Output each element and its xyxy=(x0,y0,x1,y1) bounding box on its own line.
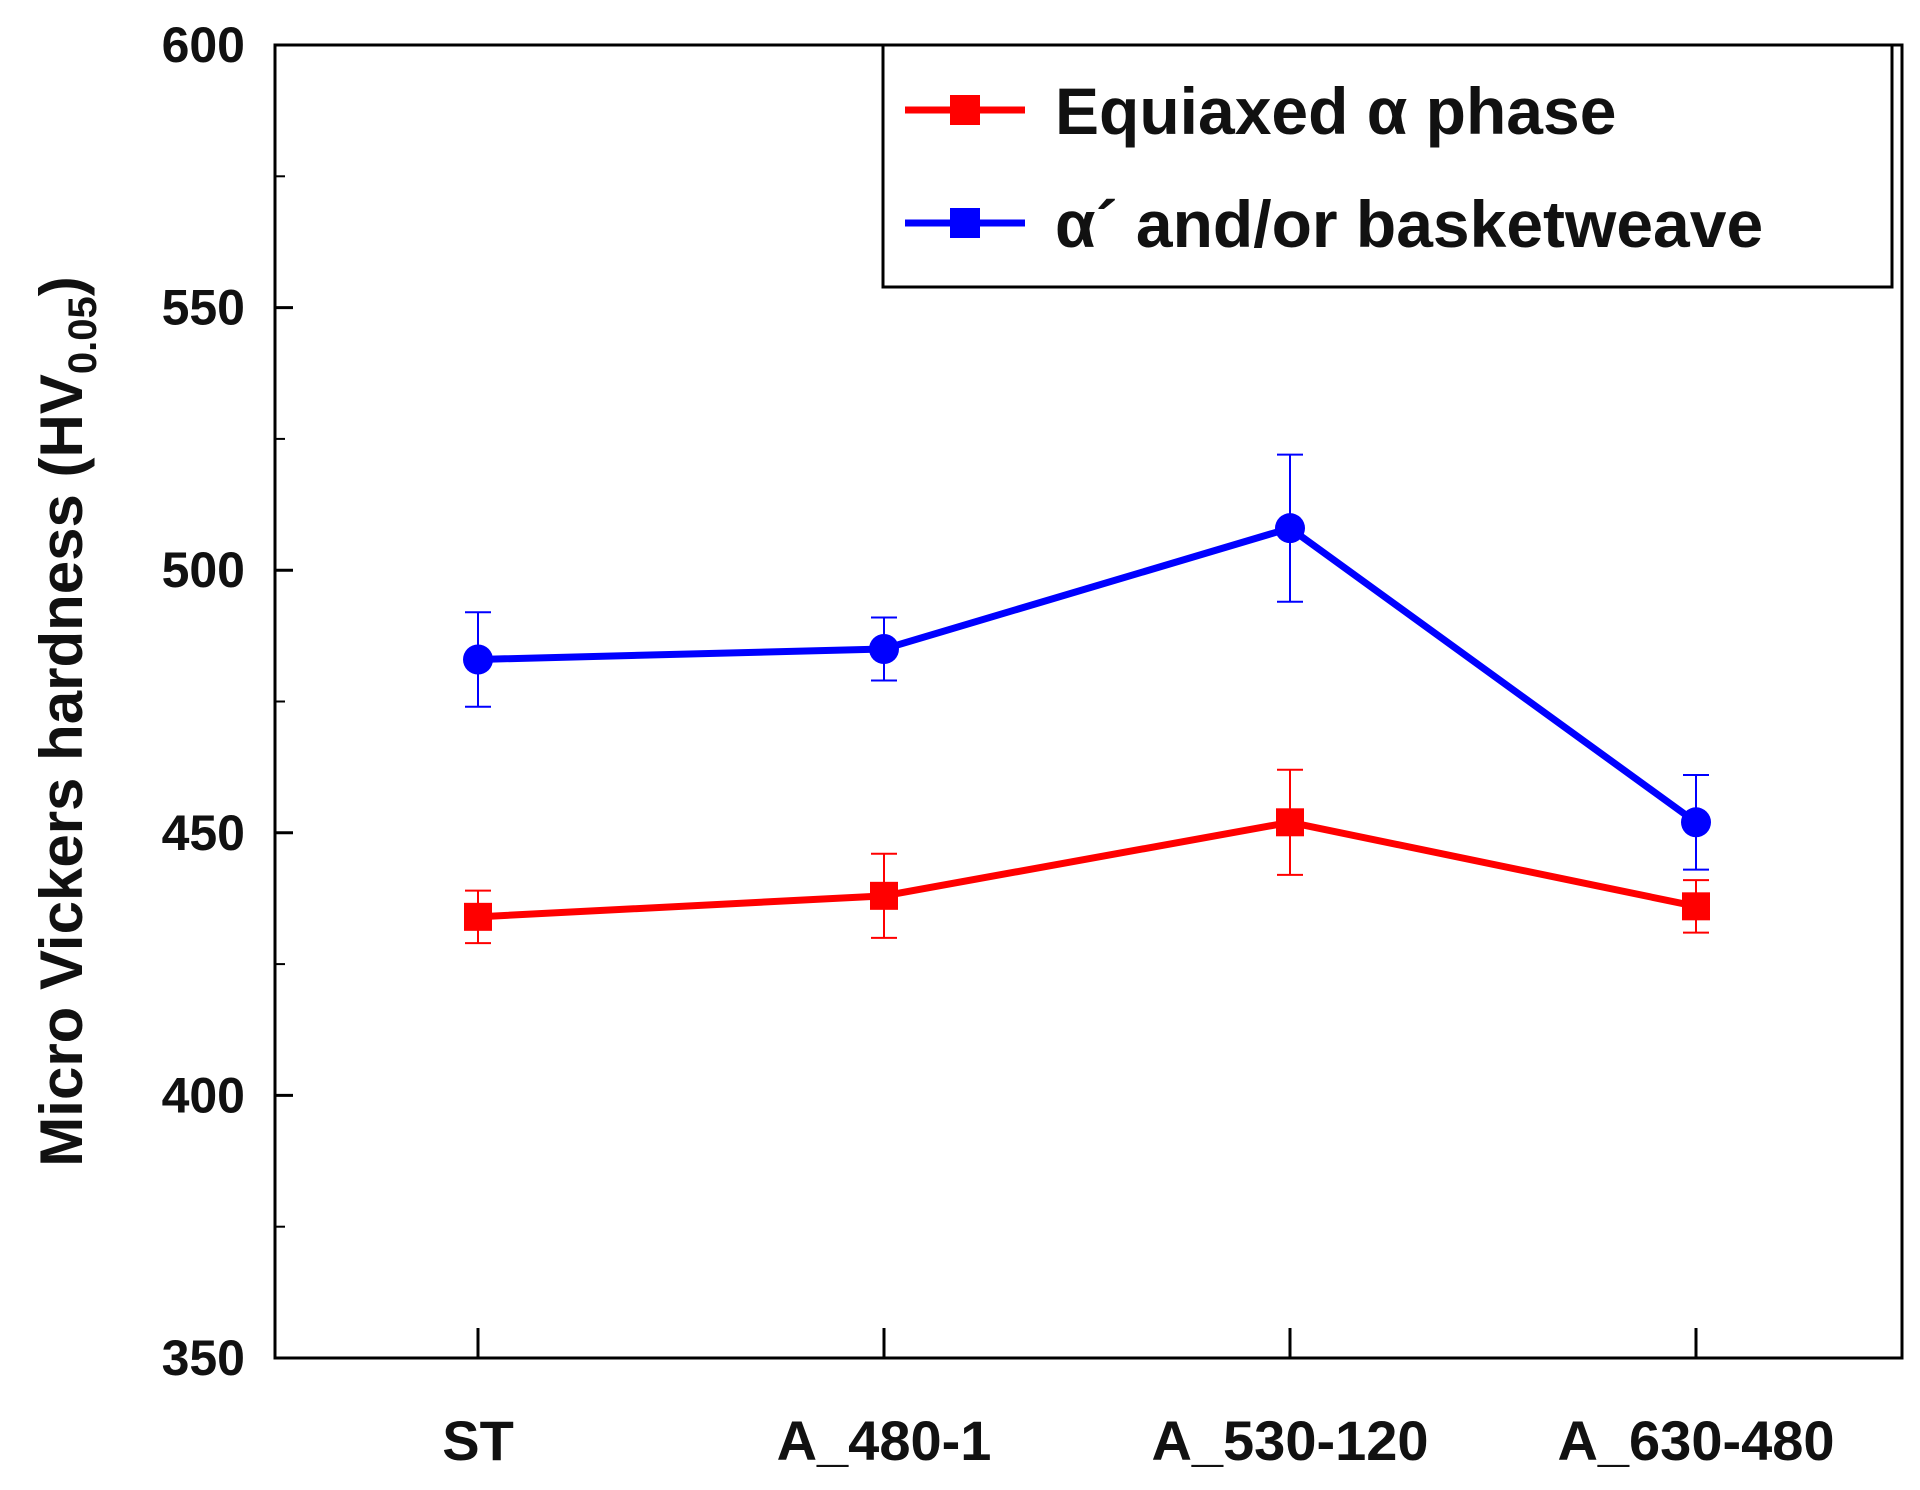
y-tick-label: 600 xyxy=(162,17,245,73)
y-tick-label: 500 xyxy=(162,542,245,598)
y-axis-title-close: ) xyxy=(28,276,95,296)
series-layer xyxy=(463,453,1711,945)
series-equiaxed-alpha xyxy=(464,768,1710,945)
x-tick-label: A_630-480 xyxy=(1557,1409,1834,1472)
x-tick-label: A_530-120 xyxy=(1151,1409,1428,1472)
x-tick-labels: ST A_480-1 A_530-120 A_630-480 xyxy=(442,1409,1834,1472)
y-tick-label: 400 xyxy=(162,1067,245,1123)
legend-label: Equiaxed α phase xyxy=(1055,74,1616,148)
series-line xyxy=(477,524,1699,826)
legend-marker xyxy=(950,208,980,238)
y-tick-label: 450 xyxy=(162,805,245,861)
y-tick-labels: 350 400 450 500 550 600 xyxy=(162,17,245,1386)
data-point xyxy=(870,881,898,910)
series-alpha-prime-basketweave xyxy=(463,453,1711,871)
data-point xyxy=(869,633,899,664)
series-line xyxy=(477,818,1697,921)
data-point xyxy=(464,902,492,931)
x-tick-label: A_480-1 xyxy=(777,1409,992,1472)
legend-label: α´ and/or basketweave xyxy=(1055,187,1763,261)
data-point xyxy=(1682,892,1710,921)
data-point xyxy=(1275,513,1305,544)
y-axis-title: Micro Vickers hardness (HV0.05) xyxy=(28,276,105,1166)
y-axis-title-main: Micro Vickers hardness (HV xyxy=(28,374,95,1167)
data-point xyxy=(1681,807,1711,838)
x-tick-label: ST xyxy=(442,1409,514,1472)
legend: Equiaxed α phase α´ and/or basketweave xyxy=(881,43,1894,289)
y-tick-label: 550 xyxy=(162,280,245,336)
legend-box xyxy=(881,43,1894,289)
y-axis-title-subscript: 0.05 xyxy=(61,296,105,374)
y-tick-label: 350 xyxy=(162,1330,245,1386)
data-point xyxy=(1276,808,1304,837)
legend-marker xyxy=(950,95,980,125)
data-point xyxy=(463,644,493,675)
